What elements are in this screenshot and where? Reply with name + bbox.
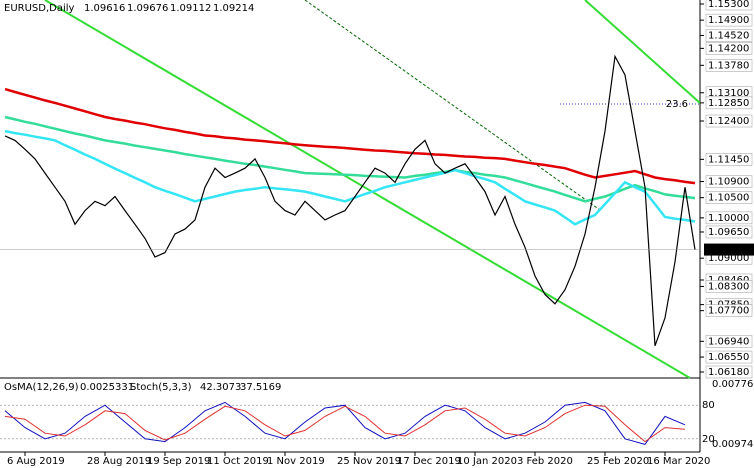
stoch-signal: 37.5169 <box>240 382 281 393</box>
y-tick-label: 1.15300 <box>708 0 749 10</box>
y-tick-label: 1.09000 <box>708 253 749 264</box>
y-tick-box <box>705 191 753 204</box>
y-tick-box <box>705 365 753 379</box>
x-tick-label: 25 Nov 2019 <box>337 456 401 467</box>
y-tick-box <box>705 350 753 364</box>
osma-label: OsMA(12,26,9) <box>4 382 79 393</box>
x-tick-label: 6 Aug 2019 <box>7 456 65 467</box>
y-tick-box <box>705 114 753 128</box>
series-line <box>4 129 696 226</box>
y-tick-box <box>705 42 753 55</box>
current-price: 1.09214 <box>708 245 749 256</box>
y-tick-box <box>705 280 753 293</box>
y-tick-box <box>705 59 753 72</box>
series-line <box>4 54 696 347</box>
fib-label: 23.6 <box>666 99 688 110</box>
osma-value: 0.0025331 <box>80 382 134 393</box>
y-tick-label: 80 <box>702 400 715 411</box>
y-tick-label: 1.13100 <box>708 88 749 99</box>
y-tick-box <box>705 153 753 166</box>
x-tick-label: 1 Nov 2019 <box>267 456 325 467</box>
y-tick-label: 1.11450 <box>708 154 749 165</box>
trend-line <box>584 0 701 104</box>
x-tick-label: 3 Feb 2020 <box>517 456 573 467</box>
y-tick-box <box>705 304 753 317</box>
y-tick-label: 1.09650 <box>708 227 749 238</box>
series-line <box>4 401 686 445</box>
y-tick-label: 1.14200 <box>708 43 749 54</box>
y-tick-label: 20 <box>702 434 715 445</box>
x-tick-label: 16 Mar 2020 <box>647 456 710 467</box>
stoch-label: Stoch(5,3,3) <box>130 382 192 393</box>
y-tick-box <box>705 13 753 27</box>
y-tick-label: 1.12850 <box>708 98 749 109</box>
x-tick-label: 10 Jan 2020 <box>457 456 517 467</box>
stoch-main: 42.3073 <box>200 382 241 393</box>
y-tick-box <box>705 175 753 188</box>
osma-scale-top: 0.0077625 <box>712 379 754 390</box>
x-tick-label: 25 Feb 2020 <box>587 456 649 467</box>
y-tick-label: 1.12400 <box>708 116 749 127</box>
y-tick-label: 1.14900 <box>708 15 749 26</box>
high: 1.09676 <box>127 3 168 14</box>
low: 1.09112 <box>170 3 211 14</box>
y-tick-label: 1.08300 <box>708 281 749 292</box>
y-tick-box <box>705 335 753 348</box>
x-tick-label: 28 Aug 2019 <box>87 456 151 467</box>
y-tick-label: 1.06180 <box>708 367 749 378</box>
y-tick-label: 1.14520 <box>708 30 749 41</box>
x-tick-label: 11 Oct 2019 <box>207 456 269 467</box>
series-line <box>4 87 696 185</box>
y-tick-box <box>705 0 753 11</box>
y-tick-box <box>705 225 753 239</box>
trend-line <box>44 0 691 379</box>
x-tick-label: 17 Dec 2019 <box>397 456 461 467</box>
trend-line <box>304 0 601 211</box>
y-tick-label: 1.10000 <box>708 213 749 224</box>
series-line <box>4 404 686 443</box>
y-tick-label: 1.13780 <box>708 60 749 71</box>
y-tick-box <box>705 96 753 110</box>
y-tick-label: 1.06940 <box>708 336 749 347</box>
y-tick-label: 1.06550 <box>708 352 749 363</box>
y-tick-box <box>705 211 753 225</box>
symbol: EURUSD,Daily <box>4 3 75 14</box>
y-tick-label: 1.07700 <box>708 306 749 317</box>
series-line <box>4 115 696 203</box>
y-tick-label: 1.10900 <box>708 177 749 188</box>
y-tick-box <box>705 29 753 42</box>
x-tick-label: 19 Sep 2019 <box>147 456 210 467</box>
y-tick-label: 1.10500 <box>708 193 749 204</box>
current-price-box <box>704 243 754 256</box>
osma-scale-bottom: 0.009746 <box>712 439 754 450</box>
open: 1.09616 <box>84 3 125 14</box>
close: 1.09214 <box>213 3 254 14</box>
